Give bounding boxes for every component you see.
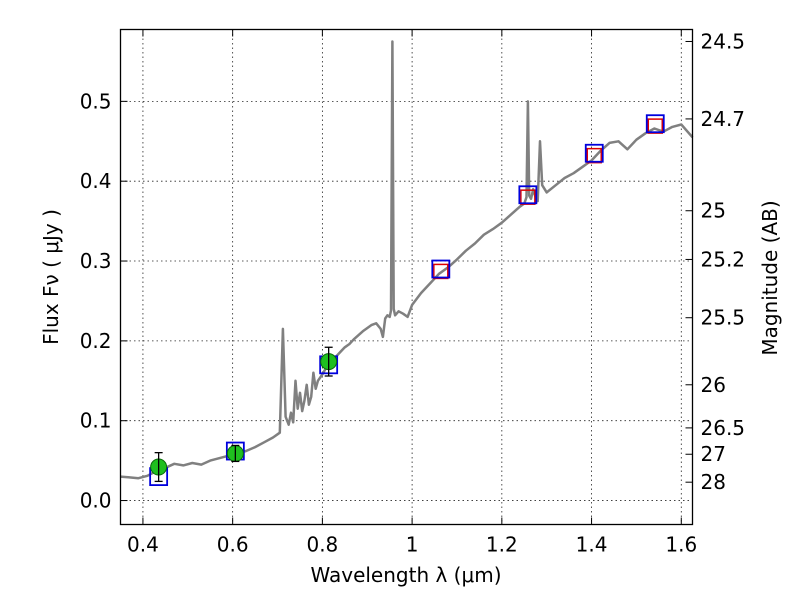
grid-layer bbox=[120, 29, 693, 525]
y-axis-label: Flux Fν ( μJy ) bbox=[39, 209, 63, 345]
y-tick-label: 0.2 bbox=[80, 329, 112, 353]
tick-layer: 0.4 0.6 0.8 1 1.2 1.4 1.6 0.0 0.1 0.2 0.3 0.4 0.5 24.… bbox=[80, 29, 745, 556]
series-layer bbox=[120, 40, 694, 486]
mag-tick-label: 27 bbox=[701, 442, 726, 466]
x-tick-label: 0.6 bbox=[217, 533, 249, 557]
model-spectrum-line bbox=[120, 40, 694, 480]
x-tick-label: 1 bbox=[406, 533, 419, 557]
y2-axis-label: Magnitude (AB) bbox=[758, 200, 782, 355]
model-photometry-marker bbox=[431, 259, 451, 279]
mag-tick-label: 26 bbox=[701, 373, 726, 397]
model-photometry-marker bbox=[518, 185, 538, 205]
mag-tick-label: 26.5 bbox=[701, 416, 746, 440]
mag-tick-label: 24.5 bbox=[701, 29, 746, 53]
plot-frame bbox=[119, 28, 694, 526]
mag-tick-label: 25.5 bbox=[701, 306, 746, 330]
x-axis-label: Wavelength λ (μm) bbox=[310, 563, 501, 587]
model-photometry-marker bbox=[645, 114, 665, 134]
x-tick-label: 0.8 bbox=[306, 533, 338, 557]
y-tick-label: 0.1 bbox=[80, 409, 112, 433]
model-photometry-marker bbox=[584, 143, 604, 163]
mag-tick-label: 28 bbox=[701, 470, 726, 494]
x-tick-label: 1.2 bbox=[486, 533, 518, 557]
x-tick-label: 1.6 bbox=[665, 533, 697, 557]
mag-tick-label: 25 bbox=[701, 199, 726, 223]
y-tick-label: 0.5 bbox=[80, 89, 112, 113]
x-tick-label: 1.4 bbox=[576, 533, 608, 557]
y-tick-label: 0.3 bbox=[80, 249, 112, 273]
y-tick-label: 0.4 bbox=[80, 169, 112, 193]
y-tick-label: 0.0 bbox=[80, 489, 112, 513]
x-tick-label: 0.4 bbox=[127, 533, 159, 557]
mag-tick-label: 24.7 bbox=[701, 107, 746, 131]
mag-tick-label: 25.2 bbox=[701, 247, 746, 271]
